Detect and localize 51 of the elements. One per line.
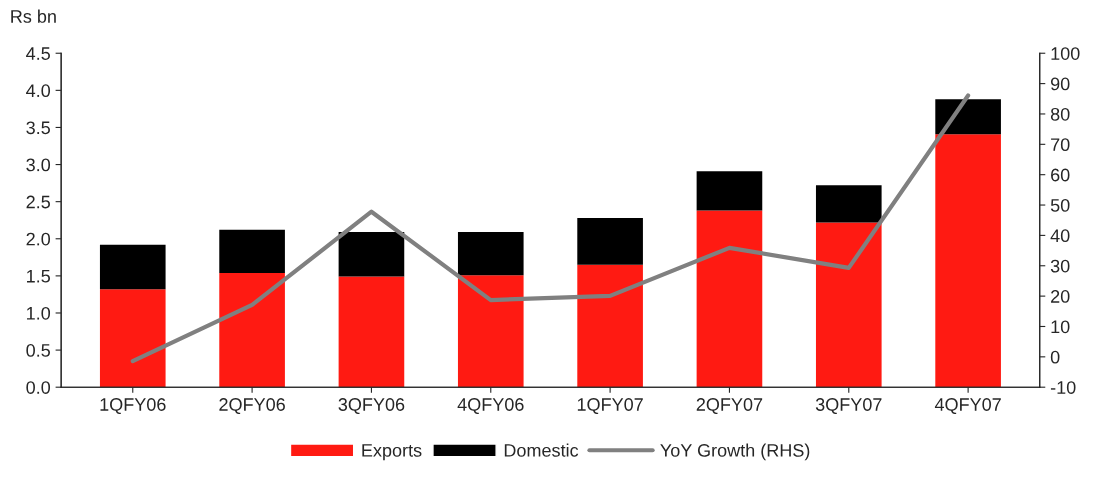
y-tick-label: 0.0 <box>26 381 51 394</box>
x-tick-label: 1QFY06 <box>100 398 166 415</box>
y2-tick-label: 20 <box>1051 290 1070 303</box>
line-series <box>130 93 971 364</box>
y2-tick-label: 30 <box>1050 259 1070 273</box>
bar <box>815 185 882 223</box>
y-tick-label: 1.0 <box>27 306 51 320</box>
bar <box>696 210 763 388</box>
x-tick-label: 4QFY07 <box>934 398 1001 415</box>
y-tick-label: 4.0 <box>26 84 51 98</box>
bar <box>577 217 643 265</box>
bar <box>577 264 643 388</box>
x-tick-label: 3QFY06 <box>338 398 405 415</box>
legend-label: Domestic <box>504 443 579 457</box>
bar <box>935 99 1001 135</box>
y2-tick-label: 90 <box>1050 77 1070 91</box>
y-tick-label: 3.5 <box>26 121 50 135</box>
bar <box>935 134 1001 388</box>
legend-label: YoY Growth (RHS) <box>660 443 810 461</box>
x-tick-label: 2QFY07 <box>696 398 763 415</box>
y2-tick-label: 70 <box>1051 138 1070 152</box>
y2-tick-label: -10 <box>1050 381 1076 394</box>
y2-tick-label: 60 <box>1051 168 1070 182</box>
bar <box>219 229 285 273</box>
y2-tick-label: 0 <box>1050 350 1060 364</box>
legend-label: Exports <box>362 444 422 461</box>
y2-tick-label: 50 <box>1050 198 1070 212</box>
y-tick-label: 4.5 <box>26 47 50 60</box>
bar <box>219 272 285 388</box>
y-tick-label: 2.0 <box>26 232 51 246</box>
y2-tick-label: 80 <box>1050 107 1070 121</box>
y2-tick-label: 10 <box>1051 320 1070 334</box>
y-tick-label: 0.5 <box>26 344 50 357</box>
bar <box>696 171 763 211</box>
bar <box>338 232 405 277</box>
bar <box>99 289 166 388</box>
x-tick-label: 3QFY07 <box>815 398 882 415</box>
y-tick-label: 3.0 <box>26 158 51 172</box>
x-tick-label: 1QFY07 <box>577 398 643 415</box>
bar <box>99 244 166 290</box>
bar <box>457 275 524 388</box>
x-tick-label: 2QFY06 <box>219 398 285 415</box>
y2-tick-label: 100 <box>1051 47 1080 60</box>
x-tick-label: 4QFY06 <box>457 398 524 415</box>
y-tick-label: 1.5 <box>27 270 50 283</box>
y-tick-label: 2.5 <box>26 195 50 209</box>
bar <box>338 276 405 388</box>
y-axis-title: Rs bn <box>11 9 56 23</box>
bar <box>815 222 882 388</box>
bar <box>457 232 524 276</box>
y2-tick-label: 40 <box>1050 229 1070 243</box>
